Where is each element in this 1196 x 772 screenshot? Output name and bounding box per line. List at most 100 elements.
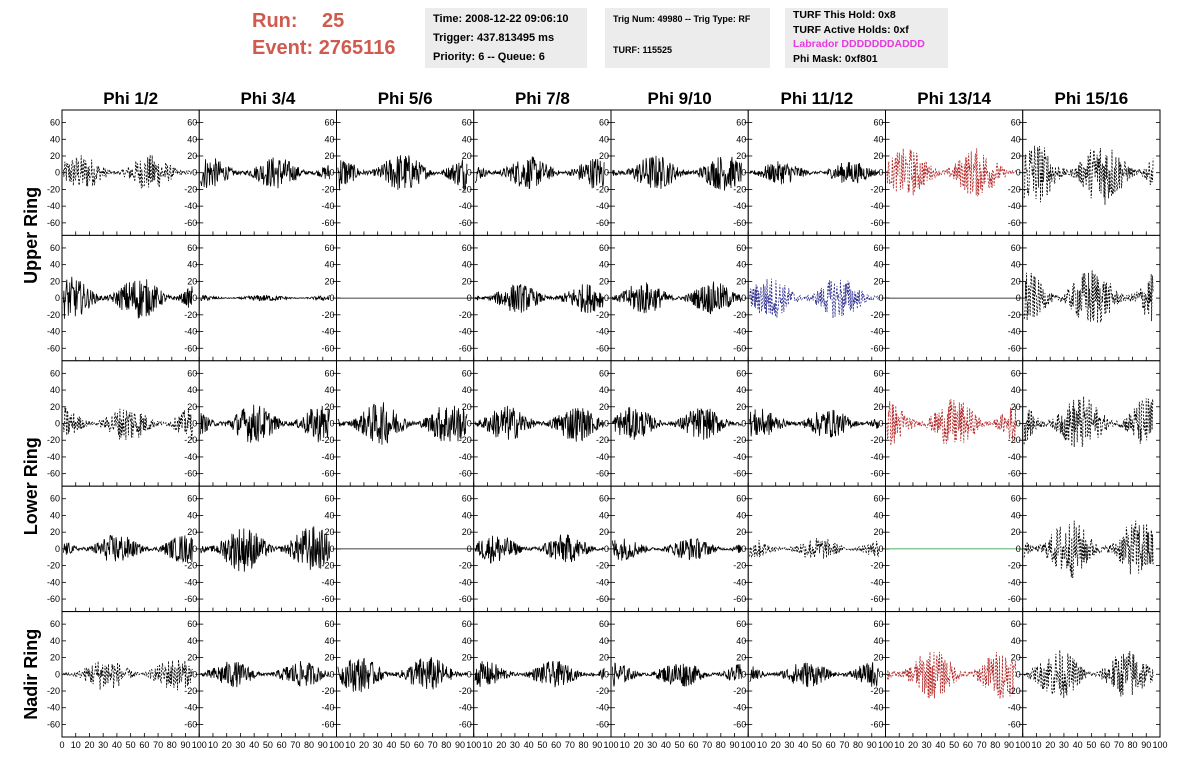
y-tick-label: 20 bbox=[1011, 653, 1021, 663]
run-label: Run: bbox=[252, 10, 298, 32]
waveform-trace bbox=[612, 662, 742, 687]
y-tick-label: -40 bbox=[596, 327, 609, 337]
y-tick-label: 40 bbox=[873, 636, 883, 646]
y-tick-label: -60 bbox=[1008, 719, 1021, 729]
y-tick-label: 40 bbox=[1011, 134, 1021, 144]
y-tick-label: -20 bbox=[459, 435, 472, 445]
waveform-trace bbox=[1023, 270, 1154, 323]
y-tick-label: 0 bbox=[467, 544, 472, 554]
y-tick-label: 60 bbox=[873, 494, 883, 504]
x-tick-label: 10 bbox=[620, 740, 630, 750]
y-tick-label: -40 bbox=[733, 577, 746, 587]
y-tick-label: 0 bbox=[329, 168, 334, 178]
y-tick-label: 40 bbox=[736, 385, 746, 395]
y-tick-label: 20 bbox=[599, 276, 609, 286]
y-tick-label: 20 bbox=[462, 151, 472, 161]
y-tick-label: -20 bbox=[184, 184, 197, 194]
y-tick-label: 20 bbox=[736, 527, 746, 537]
y-tick-label: 20 bbox=[187, 276, 197, 286]
y-tick-label: -20 bbox=[47, 435, 60, 445]
x-tick-label: 40 bbox=[798, 740, 808, 750]
y-tick-label: 0 bbox=[329, 419, 334, 429]
y-tick-label: 60 bbox=[50, 118, 60, 128]
x-tick-label: 50 bbox=[537, 740, 547, 750]
x-tick-label: 40 bbox=[249, 740, 259, 750]
y-tick-label: -60 bbox=[459, 469, 472, 479]
y-tick-label: 60 bbox=[50, 243, 60, 253]
x-tick-label: 30 bbox=[1059, 740, 1069, 750]
x-tick-label: 10 bbox=[894, 740, 904, 750]
y-tick-label: -40 bbox=[870, 327, 883, 337]
x-tick-label: 100 bbox=[878, 740, 893, 750]
y-tick-label: -40 bbox=[1008, 577, 1021, 587]
y-tick-label: -20 bbox=[870, 435, 883, 445]
y-tick-label: -60 bbox=[596, 719, 609, 729]
y-tick-label: 20 bbox=[873, 276, 883, 286]
y-tick-label: 60 bbox=[599, 243, 609, 253]
y-tick-label: -40 bbox=[47, 327, 60, 337]
column-header: Phi 7/8 bbox=[515, 89, 570, 108]
y-tick-label: 0 bbox=[604, 293, 609, 303]
y-tick-label: 20 bbox=[187, 653, 197, 663]
y-tick-label: -60 bbox=[1008, 469, 1021, 479]
x-tick-label: 70 bbox=[565, 740, 575, 750]
waveform-trace bbox=[337, 155, 468, 191]
y-tick-label: 60 bbox=[873, 619, 883, 629]
y-tick-label: -40 bbox=[459, 703, 472, 713]
column-header: Phi 11/12 bbox=[780, 89, 853, 108]
y-tick-label: 0 bbox=[55, 293, 60, 303]
y-tick-label: -20 bbox=[459, 561, 472, 571]
y-tick-label: -60 bbox=[321, 719, 334, 729]
waveform-trace bbox=[63, 154, 193, 189]
y-tick-label: 60 bbox=[1011, 494, 1021, 504]
y-tick-label: 0 bbox=[741, 419, 746, 429]
y-tick-label: -20 bbox=[733, 561, 746, 571]
x-tick-label: 20 bbox=[84, 740, 94, 750]
y-tick-label: 0 bbox=[878, 544, 883, 554]
y-tick-label: -20 bbox=[733, 686, 746, 696]
y-tick-label: 60 bbox=[187, 243, 197, 253]
y-tick-label: -40 bbox=[870, 452, 883, 462]
y-tick-label: -60 bbox=[870, 218, 883, 228]
y-tick-label: 0 bbox=[741, 168, 746, 178]
y-tick-label: 20 bbox=[50, 151, 60, 161]
trigger-info-box: Trig Num: 49980 -- Trig Type: RF TURF: 1… bbox=[605, 8, 770, 68]
waveform-trace bbox=[749, 408, 879, 438]
y-tick-label: 0 bbox=[604, 168, 609, 178]
y-tick-label: 0 bbox=[55, 168, 60, 178]
y-tick-label: -20 bbox=[1008, 686, 1021, 696]
x-tick-label: 70 bbox=[290, 740, 300, 750]
y-tick-label: -40 bbox=[321, 452, 334, 462]
x-tick-label: 90 bbox=[1004, 740, 1014, 750]
y-tick-label: 60 bbox=[1011, 368, 1021, 378]
y-tick-label: 60 bbox=[873, 118, 883, 128]
y-tick-label: -60 bbox=[459, 594, 472, 604]
y-tick-label: -60 bbox=[733, 594, 746, 604]
y-tick-label: 40 bbox=[50, 636, 60, 646]
x-tick-label: 60 bbox=[688, 740, 698, 750]
y-tick-label: -20 bbox=[184, 310, 197, 320]
x-tick-label: 20 bbox=[633, 740, 643, 750]
panel-frame bbox=[885, 360, 1024, 487]
y-tick-label: -60 bbox=[870, 469, 883, 479]
y-tick-label: 0 bbox=[467, 669, 472, 679]
ring-label: Lower Ring bbox=[21, 437, 41, 535]
y-tick-label: -60 bbox=[321, 469, 334, 479]
y-tick-label: -20 bbox=[733, 184, 746, 194]
y-tick-label: 0 bbox=[741, 669, 746, 679]
y-tick-label: 40 bbox=[50, 260, 60, 270]
y-tick-label: -20 bbox=[596, 435, 609, 445]
waveform-trace bbox=[612, 281, 742, 315]
x-tick-label: 40 bbox=[935, 740, 945, 750]
x-tick-label: 10 bbox=[757, 740, 767, 750]
y-tick-label: -20 bbox=[1008, 435, 1021, 445]
y-tick-label: -60 bbox=[47, 218, 60, 228]
y-tick-label: 0 bbox=[55, 544, 60, 554]
waveform-trace bbox=[749, 662, 879, 688]
y-tick-label: -40 bbox=[47, 452, 60, 462]
y-tick-label: -60 bbox=[1008, 343, 1021, 353]
x-tick-label: 20 bbox=[496, 740, 506, 750]
y-tick-label: 0 bbox=[192, 293, 197, 303]
y-tick-label: -20 bbox=[47, 184, 60, 194]
y-tick-label: 20 bbox=[50, 276, 60, 286]
